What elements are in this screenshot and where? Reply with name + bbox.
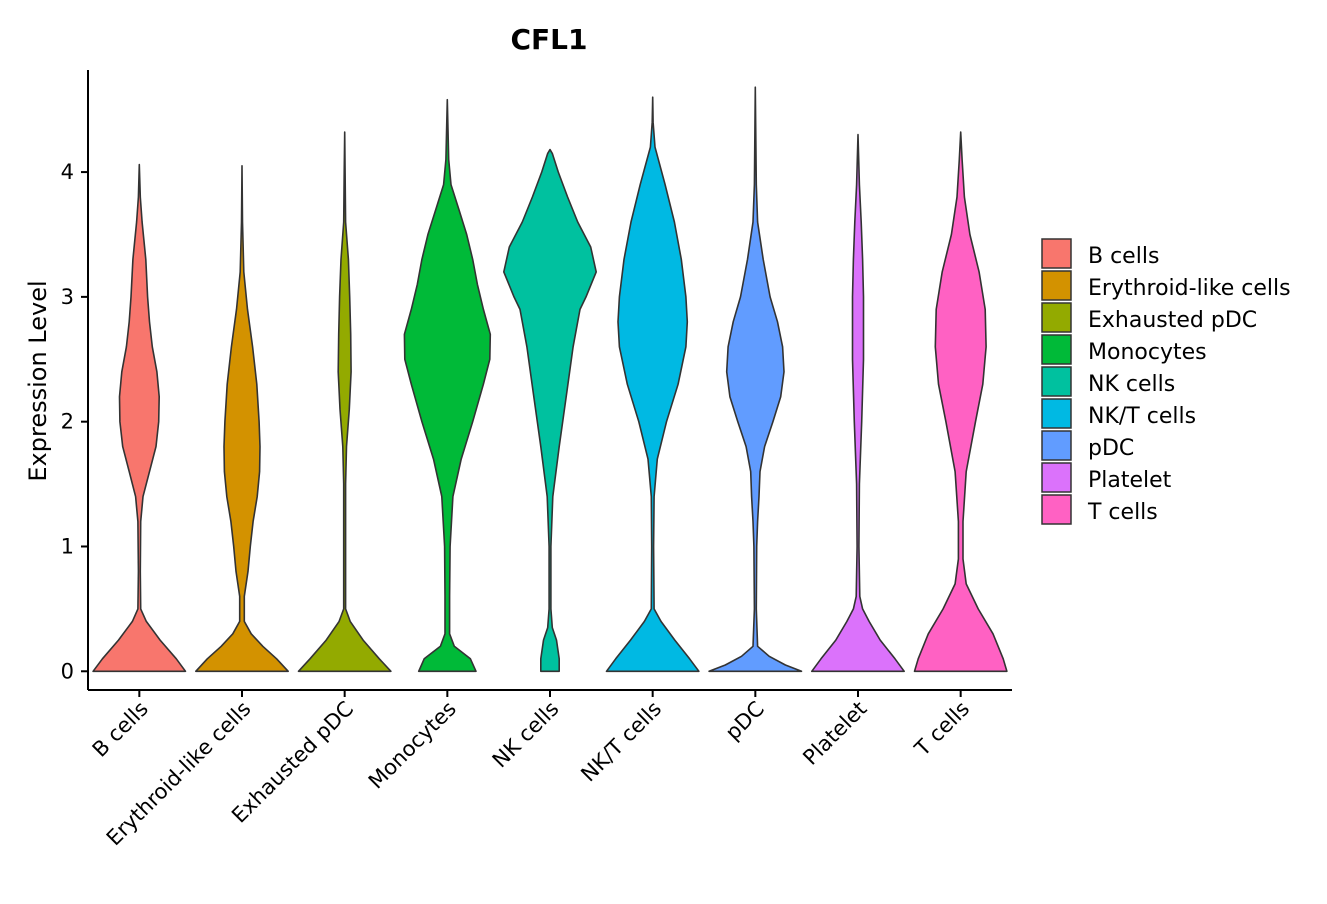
x-tick-label: Monocytes [364,697,461,794]
legend-key [1041,430,1072,461]
legend-key [1041,270,1072,301]
chart-title: CFL1 [511,23,588,56]
x-tick-label: B cells [88,697,153,762]
y-tick-label: 2 [61,410,74,434]
legend-label: Exhausted pDC [1088,308,1257,333]
legend-key [1041,238,1072,269]
legend-key [1041,366,1072,397]
legend-key [1041,398,1072,429]
x-tick-label: pDC [721,697,769,745]
violin-nk-cells [503,148,597,673]
legend-label: Erythroid-like cells [1088,276,1291,301]
y-tick-label: 1 [61,534,74,558]
y-tick-label: 3 [61,285,74,309]
violin-group [92,86,1008,673]
x-tick-label: T cells [909,697,974,762]
y-tick-label: 0 [61,659,74,683]
legend-key [1041,462,1072,493]
legend-key [1041,494,1072,525]
violin-erythroid-like-cells [195,165,289,673]
legend-key [1041,334,1072,365]
legend-label: NK cells [1088,372,1175,397]
violin-b-cells [92,163,187,673]
y-axis-title: Expression Level [24,280,52,481]
violin-nk-t-cells [605,96,700,673]
violin-monocytes [403,98,492,673]
legend-label: NK/T cells [1088,404,1196,429]
legend: B cells Erythroid-like cells Exhausted pDC… [1041,238,1291,525]
legend-label: T cells [1087,500,1158,525]
legend-label: Monocytes [1088,340,1207,365]
violin-platelet [811,133,905,673]
violin-t-cells [913,131,1008,673]
violin-pdc [708,86,803,673]
legend-label: Platelet [1088,468,1172,493]
legend-key [1041,302,1072,333]
legend-label: B cells [1088,244,1159,269]
violin-exhausted-pdc [297,131,392,673]
x-tick-label: Platelet [798,697,871,770]
x-tick-label: NK cells [488,697,564,773]
y-tick-label: 4 [61,160,74,184]
legend-label: pDC [1088,436,1134,461]
x-tick-label: NK/T cells [576,697,666,787]
